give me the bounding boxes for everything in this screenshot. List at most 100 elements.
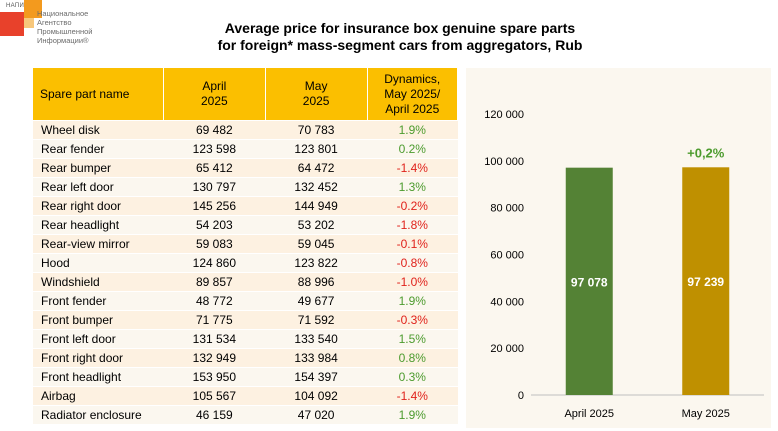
cell-april-price: 132 949: [163, 348, 266, 368]
cell-april-price: 123 598: [163, 139, 266, 159]
y-tick-label: 0: [518, 390, 524, 402]
cell-april-price: 69 482: [163, 120, 266, 140]
cell-may-price: 133 540: [265, 329, 368, 349]
cell-april-price: 65 412: [163, 158, 266, 178]
page-title: Average price for insurance box genuine …: [150, 20, 650, 54]
logo-red-square: [0, 12, 24, 36]
cell-dynamics: -1.0%: [367, 272, 458, 292]
cell-spare-part-name: Rear fender: [33, 139, 164, 159]
table-row: Front left door 131 534 133 540 1.5%: [33, 329, 458, 349]
cell-april-price: 54 203: [163, 215, 266, 235]
cell-spare-part-name: Hood: [33, 253, 164, 273]
table-row: Rear headlight 54 203 53 202 -1.8%: [33, 215, 458, 235]
change-annotation: +0,2%: [687, 145, 725, 160]
cell-spare-part-name: Front headlight: [33, 367, 164, 387]
table-header-row: Spare part name April 2025 May 2025 Dynami…: [33, 68, 459, 121]
cell-dynamics: -1.8%: [367, 215, 458, 235]
cell-may-price: 64 472: [265, 158, 368, 178]
table-row: Rear right door 145 256 144 949 -0.2%: [33, 196, 458, 216]
table-row: Radiator enclosure 46 159 47 020 1.9%: [33, 405, 458, 424]
cell-dynamics: -1.4%: [367, 386, 458, 406]
logo-gold-square: [24, 18, 34, 28]
cell-spare-part-name: Airbag: [33, 386, 164, 406]
cell-spare-part-name: Front bumper: [33, 310, 164, 330]
table-row: Front bumper 71 775 71 592 -0.3%: [33, 310, 458, 330]
cell-april-price: 105 567: [163, 386, 266, 406]
cell-spare-part-name: Wheel disk: [33, 120, 164, 140]
cell-april-price: 46 159: [163, 405, 266, 424]
cell-spare-part-name: Rear headlight: [33, 215, 164, 235]
cell-dynamics: -0.1%: [367, 234, 458, 254]
y-tick-label: 60 000: [490, 250, 524, 262]
table-row: Front headlight 153 950 154 397 0.3%: [33, 367, 458, 387]
cell-dynamics: -0.3%: [367, 310, 458, 330]
logo-name: Национальное Агентство Промышленной Инфо…: [37, 9, 93, 45]
y-tick-label: 20 000: [490, 343, 524, 355]
x-tick-label: April 2025: [564, 408, 614, 420]
cell-may-price: 132 452: [265, 177, 368, 197]
cell-dynamics: 1.9%: [367, 291, 458, 311]
cell-may-price: 144 949: [265, 196, 368, 216]
bar-chart-svg: 0 20 000 40 000 60 000 80 000 100 000 120 000 9…: [484, 109, 764, 420]
cell-april-price: 131 534: [163, 329, 266, 349]
table-body: Wheel disk 69 482 70 783 1.9% Rear fender 123…: [33, 120, 458, 424]
cell-april-price: 130 797: [163, 177, 266, 197]
spare-parts-table: Spare part name April 2025 May 2025 Dynami…: [33, 68, 459, 424]
cell-april-price: 71 775: [163, 310, 266, 330]
table-row: Windshield 89 857 88 996 -1.0%: [33, 272, 458, 292]
bar-value-label: 97 078: [571, 275, 608, 289]
cell-may-price: 70 783: [265, 120, 368, 140]
y-tick-label: 120 000: [484, 109, 524, 121]
cell-may-price: 71 592: [265, 310, 368, 330]
cell-april-price: 59 083: [163, 234, 266, 254]
cell-may-price: 123 801: [265, 139, 368, 159]
cell-dynamics: 0.2%: [367, 139, 458, 159]
cell-spare-part-name: Front right door: [33, 348, 164, 368]
cell-april-price: 145 256: [163, 196, 266, 216]
header-dynamics: Dynamics, May 2025/April 2025: [367, 68, 459, 121]
table-row: Front right door 132 949 133 984 0.8%: [33, 348, 458, 368]
logo-abbr: НАПИ: [6, 3, 25, 9]
cell-dynamics: 1.9%: [367, 405, 458, 424]
cell-may-price: 49 677: [265, 291, 368, 311]
cell-may-price: 104 092: [265, 386, 368, 406]
y-tick-label: 40 000: [490, 296, 524, 308]
cell-dynamics: 0.3%: [367, 367, 458, 387]
x-tick-label: May 2025: [682, 408, 730, 420]
average-price-chart: 0 20 000 40 000 60 000 80 000 100 000 120 000 9…: [466, 68, 771, 428]
cell-may-price: 53 202: [265, 215, 368, 235]
bar: [565, 167, 613, 395]
table-row: Rear bumper 65 412 64 472 -1.4%: [33, 158, 458, 178]
logo-orange-square: [24, 0, 42, 18]
cell-april-price: 153 950: [163, 367, 266, 387]
cell-dynamics: -0.2%: [367, 196, 458, 216]
cell-dynamics: -0.8%: [367, 253, 458, 273]
cell-april-price: 89 857: [163, 272, 266, 292]
cell-may-price: 59 045: [265, 234, 368, 254]
bar: [682, 167, 730, 395]
header-spare-part-name: Spare part name: [33, 68, 164, 121]
table-row: Wheel disk 69 482 70 783 1.9%: [33, 120, 458, 140]
cell-dynamics: 1.5%: [367, 329, 458, 349]
cell-spare-part-name: Rear right door: [33, 196, 164, 216]
cell-dynamics: -1.4%: [367, 158, 458, 178]
cell-spare-part-name: Radiator enclosure: [33, 405, 164, 424]
y-tick-label: 100 000: [484, 156, 524, 168]
cell-dynamics: 1.9%: [367, 120, 458, 140]
cell-may-price: 133 984: [265, 348, 368, 368]
cell-spare-part-name: Rear-view mirror: [33, 234, 164, 254]
y-tick-label: 80 000: [490, 203, 524, 215]
cell-may-price: 123 822: [265, 253, 368, 273]
header-april-2025: April 2025: [163, 68, 266, 121]
table-row: Rear-view mirror 59 083 59 045 -0.1%: [33, 234, 458, 254]
cell-spare-part-name: Front fender: [33, 291, 164, 311]
cell-spare-part-name: Windshield: [33, 272, 164, 292]
header-may-2025: May 2025: [265, 68, 368, 121]
cell-may-price: 47 020: [265, 405, 368, 424]
napi-logo: НАПИ Национальное Агентство Промышленной…: [0, 0, 100, 60]
table-row: Rear left door 130 797 132 452 1.3%: [33, 177, 458, 197]
cell-spare-part-name: Front left door: [33, 329, 164, 349]
table-row: Front fender 48 772 49 677 1.9%: [33, 291, 458, 311]
cell-may-price: 88 996: [265, 272, 368, 292]
title-line-2: for foreign* mass-segment cars from aggr…: [217, 37, 583, 53]
